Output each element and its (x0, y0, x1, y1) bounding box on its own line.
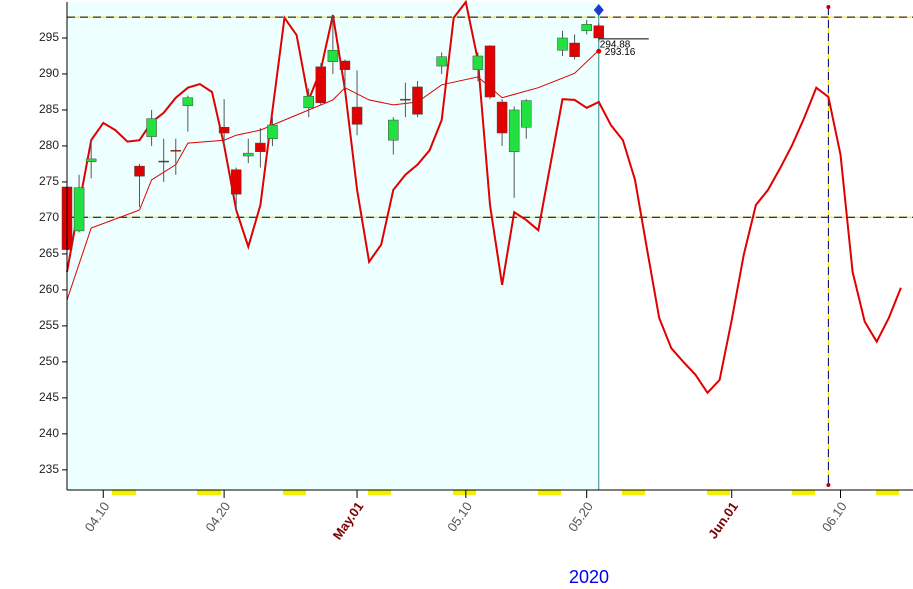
y-tick-label: 255 (39, 318, 59, 332)
candle-body (496, 101, 508, 134)
candle-body (243, 152, 254, 157)
candle-body (351, 106, 363, 125)
candle-body (484, 45, 496, 98)
y-tick-label: 290 (39, 66, 59, 80)
price-label: 293.16 (605, 47, 636, 58)
candle-body (255, 142, 266, 152)
marker-end (826, 483, 831, 487)
candle-body (85, 158, 97, 163)
x-tick-label: 04.10 (82, 499, 113, 534)
y-tick-label: 295 (39, 30, 59, 44)
candle-body (339, 60, 351, 70)
y-tick-label: 270 (39, 210, 59, 224)
x-tick-label: 04.20 (202, 499, 233, 534)
candle-body (388, 119, 399, 141)
candle-body (557, 37, 568, 51)
x-tick-label: 06.10 (819, 499, 850, 534)
y-tick-label: 240 (39, 426, 59, 440)
line (66, 0, 902, 395)
current-marker (593, 4, 604, 16)
price-dot (596, 48, 602, 54)
y-tick-label: 275 (39, 174, 59, 188)
candle-body (400, 98, 411, 101)
candle-body (472, 55, 484, 70)
candle-body (182, 97, 194, 106)
candle-body (569, 42, 580, 57)
candle-body (508, 109, 520, 152)
candle-body (412, 86, 423, 115)
marker-end (826, 5, 831, 9)
x-axis-label: 2020 (569, 567, 609, 587)
candle-body (436, 56, 447, 67)
y-tick-label: 265 (39, 246, 59, 260)
y-tick-label: 235 (39, 462, 59, 476)
candle-body (315, 66, 327, 104)
candle-body (158, 160, 169, 163)
weekend-markers (112, 490, 899, 495)
candle-body (267, 124, 278, 140)
candle-body (170, 150, 182, 152)
x-tick-label: 05.10 (444, 499, 475, 534)
candle-body (230, 169, 242, 195)
candle-body (73, 187, 85, 232)
candle-body (593, 25, 605, 39)
y-tick-label: 280 (39, 138, 59, 152)
x-tick-label: 05.20 (565, 499, 596, 534)
y-tick-label: 250 (39, 354, 59, 368)
price-label: 294.88 (600, 39, 631, 50)
candle-body (303, 96, 314, 109)
x-tick-label: May.01 (330, 499, 367, 542)
candle-body (581, 24, 592, 32)
y-tick-label: 260 (39, 282, 59, 296)
candle-body (146, 118, 157, 137)
candle-body (327, 49, 339, 62)
candle-body (134, 165, 145, 177)
x-tick-label: Jun.01 (705, 499, 741, 541)
candle-body (521, 100, 532, 128)
candle-body (218, 126, 230, 134)
y-tick-label: 285 (39, 102, 59, 116)
y-tick-label: 245 (39, 390, 59, 404)
history-region (67, 2, 599, 490)
